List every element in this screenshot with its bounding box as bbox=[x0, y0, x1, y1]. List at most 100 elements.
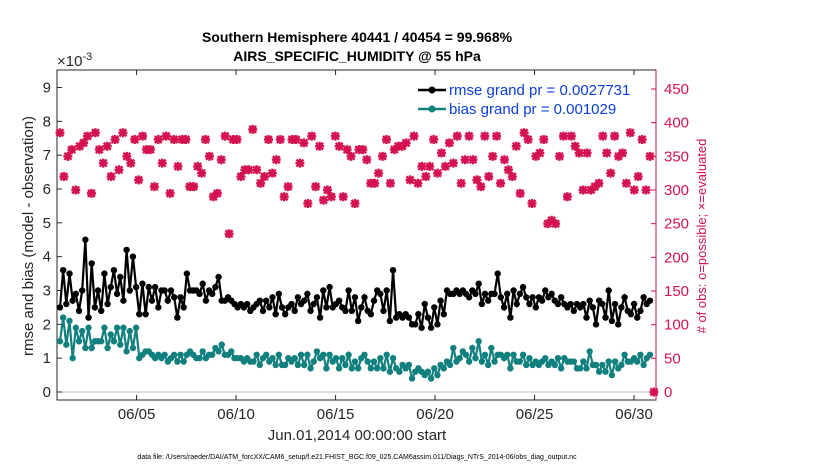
obs-count-marker bbox=[232, 135, 242, 144]
bias-point bbox=[361, 351, 368, 358]
bias-point bbox=[557, 365, 565, 372]
obs-count-marker bbox=[617, 148, 627, 158]
rmse-point bbox=[183, 270, 191, 277]
rmse-point bbox=[380, 307, 387, 314]
obs-count-marker bbox=[145, 145, 155, 155]
obs-count-marker bbox=[606, 168, 616, 178]
rmse-point bbox=[304, 290, 311, 298]
rmse-point bbox=[123, 246, 130, 254]
rmse-point bbox=[155, 304, 162, 311]
bias-point bbox=[450, 344, 457, 352]
rmse-point bbox=[554, 300, 562, 308]
bias-point bbox=[199, 348, 206, 355]
rmse-point bbox=[472, 290, 479, 298]
obs-count-marker bbox=[79, 138, 89, 148]
rmse-point bbox=[405, 314, 413, 321]
rmse-point bbox=[177, 294, 184, 301]
bias-point bbox=[516, 358, 524, 365]
obs-count-marker bbox=[460, 155, 470, 165]
obs-count-marker bbox=[59, 172, 69, 182]
obs-count-marker bbox=[421, 172, 431, 182]
chart-title-line1: Southern Hemisphere 40441 / 40454 = 99.9… bbox=[202, 29, 513, 45]
rmse-point bbox=[202, 297, 210, 304]
obs-count-marker bbox=[464, 131, 474, 141]
bias-point bbox=[488, 344, 495, 352]
obs-count-marker bbox=[86, 188, 96, 198]
rmse-point bbox=[335, 297, 343, 304]
bias-point bbox=[117, 341, 124, 348]
obs-count-marker bbox=[311, 182, 321, 192]
rmse-point bbox=[627, 310, 635, 318]
rmse-point bbox=[412, 321, 419, 328]
rmse-point bbox=[151, 283, 159, 291]
y-exponent-label: ×10-3 bbox=[57, 51, 92, 70]
chart-title-line2: AIRS_SPECIFIC_HUMIDITY @ 55 hPa bbox=[233, 48, 481, 64]
rmse-point bbox=[427, 324, 435, 331]
obs-count-marker bbox=[201, 135, 211, 144]
bias-point bbox=[66, 317, 73, 325]
bias-point bbox=[174, 358, 181, 365]
bias-point bbox=[580, 358, 587, 365]
rmse-point bbox=[199, 280, 206, 287]
rmse-point bbox=[529, 294, 536, 301]
legend-bias-marker bbox=[428, 105, 436, 113]
bias-point bbox=[431, 365, 438, 372]
legend: rmse grand pr = 0.0027731 bias grand pr … bbox=[418, 82, 630, 118]
rmse-point bbox=[481, 290, 489, 298]
obs-count-marker bbox=[531, 151, 541, 161]
bias-point bbox=[351, 358, 359, 365]
rmse-point bbox=[281, 310, 289, 318]
y-tick-label-left: 9 bbox=[43, 80, 51, 97]
obs-count-marker bbox=[283, 182, 293, 192]
y-tick-label-left: 6 bbox=[43, 181, 51, 198]
obs-count-marker bbox=[480, 131, 490, 141]
bias-point bbox=[59, 314, 67, 321]
rmse-point bbox=[548, 290, 555, 298]
rmse-point bbox=[567, 300, 574, 308]
y-tick-label-left: 5 bbox=[43, 215, 51, 232]
rmse-point bbox=[599, 300, 606, 308]
bias-point bbox=[595, 368, 603, 375]
rmse-point bbox=[465, 294, 473, 301]
bias-point bbox=[307, 365, 314, 372]
rmse-point bbox=[370, 297, 378, 304]
obs-count-marker bbox=[106, 172, 116, 182]
bias-point bbox=[170, 351, 178, 358]
obs-count-marker bbox=[260, 172, 270, 182]
rmse-point bbox=[256, 297, 264, 304]
bias-point bbox=[275, 351, 283, 358]
rmse-point bbox=[424, 314, 432, 321]
obs-count-marker bbox=[484, 172, 494, 182]
rmse-point bbox=[602, 314, 609, 321]
rmse-point bbox=[348, 307, 355, 314]
obs-count-marker bbox=[586, 185, 596, 195]
obs-count-marker bbox=[413, 178, 423, 188]
obs-count-marker bbox=[181, 135, 191, 144]
obs-count-marker bbox=[295, 158, 305, 168]
bias-point bbox=[320, 351, 327, 358]
bias-point bbox=[611, 358, 619, 365]
rmse-point bbox=[174, 314, 181, 321]
bias-point bbox=[618, 361, 625, 369]
rmse-point bbox=[278, 304, 286, 311]
bias-point bbox=[551, 361, 558, 369]
x-tick-label: 06/25 bbox=[516, 406, 554, 423]
bias-point bbox=[465, 358, 473, 365]
rmse-point bbox=[532, 304, 539, 311]
obs-count-marker bbox=[63, 151, 73, 161]
obs-count-marker bbox=[511, 141, 521, 151]
rmse-point bbox=[354, 317, 362, 325]
obs-count-marker bbox=[165, 188, 175, 198]
obs-count-marker bbox=[582, 148, 592, 158]
rmse-point bbox=[82, 236, 89, 243]
y-tick-label-left: 7 bbox=[43, 147, 51, 164]
obs-count-marker bbox=[543, 219, 553, 229]
rmse-point bbox=[117, 273, 124, 281]
obs-count-marker bbox=[118, 128, 128, 138]
obs-count-marker bbox=[330, 131, 340, 141]
bias-point bbox=[605, 358, 612, 365]
bias-point bbox=[373, 365, 381, 372]
obs-count-marker bbox=[381, 135, 391, 144]
rmse-point bbox=[615, 321, 622, 328]
obs-count-marker bbox=[350, 198, 360, 208]
